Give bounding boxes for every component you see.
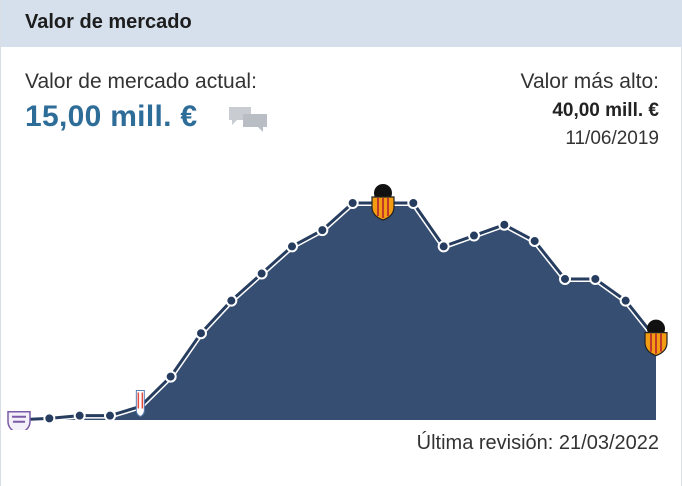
speech-bubbles-icon[interactable] [227,104,269,132]
club-crest-purple-icon[interactable] [7,410,31,430]
highest-value: 40,00 mill. € [552,100,659,121]
data-point[interactable] [407,197,420,209]
club-crest-striped-icon[interactable] [135,389,145,417]
data-point[interactable] [164,370,177,383]
data-point[interactable] [528,234,541,247]
data-point[interactable] [559,272,571,285]
current-value-label: Valor de mercado actual: [25,70,257,93]
data-point[interactable] [468,229,480,242]
data-point[interactable] [589,272,602,285]
data-point[interactable] [346,197,359,209]
valencia-crest-icon[interactable] [644,319,668,357]
data-point[interactable] [619,294,632,307]
market-value-chart[interactable] [1,170,682,430]
data-point[interactable] [316,224,329,237]
data-point[interactable] [43,412,56,425]
card-title: Valor de mercado [25,11,192,33]
data-point[interactable] [255,267,268,280]
data-point[interactable] [195,327,207,340]
highest-value-date: 11/06/2019 [565,128,659,149]
current-value: 15,00 mill. € [25,100,198,133]
valencia-crest-icon[interactable] [371,184,395,221]
data-point[interactable] [73,409,86,422]
data-point[interactable] [225,294,238,307]
market-value-area [19,203,656,420]
highest-value-label: Valor más alto: [520,70,660,93]
data-point[interactable] [104,409,116,422]
data-point[interactable] [437,240,450,253]
market-value-line [18,201,658,422]
last-revision: Última revisión: 21/03/2022 [416,432,659,454]
data-point[interactable] [286,240,298,253]
card-header: Valor de mercado [1,0,682,47]
data-point[interactable] [498,218,511,231]
